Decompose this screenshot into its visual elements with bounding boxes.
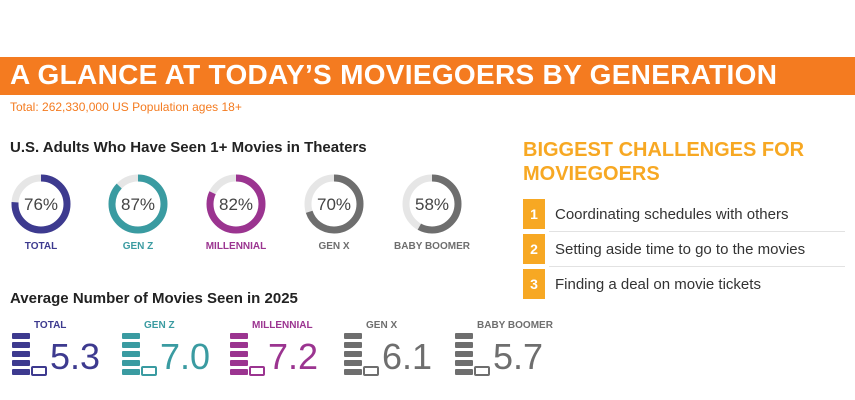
ticket-shape: [363, 366, 379, 376]
challenge-number: 1: [523, 199, 545, 229]
ticket-shape: [344, 360, 362, 366]
average-section-heading: Average Number of Movies Seen in 2025: [10, 290, 298, 307]
ticket-shape: [122, 351, 140, 357]
donut-label-baby-boomer: BABY BOOMER: [394, 241, 470, 252]
ticket-stack-icon: [453, 333, 493, 377]
donut-svg: 58%: [402, 174, 462, 234]
donut-label-gen-z: GEN Z: [122, 241, 154, 252]
ticket-stack-svg: [230, 333, 265, 376]
seen-section-heading: U.S. Adults Who Have Seen 1+ Movies in T…: [10, 139, 367, 156]
ticket-stack-icon: [10, 333, 50, 377]
challenges-title: BIGGEST CHALLENGES FOR MOVIEGOERS: [523, 139, 805, 185]
ticket-shape: [230, 369, 248, 375]
ticket-shape: [455, 369, 473, 375]
ticket-shape: [230, 342, 248, 348]
donut-arc: [304, 174, 364, 234]
ticket-stack-svg: [12, 333, 47, 376]
donut-arc: [206, 174, 266, 234]
avg-value-gen-z: 7.0: [160, 336, 211, 377]
donut-svg: 76%: [11, 174, 71, 234]
ticket-shape: [31, 366, 47, 376]
ticket-shape: [12, 342, 30, 348]
challenge-text: Setting aside time to go to the movies: [555, 240, 806, 258]
page-title: A GLANCE AT TODAY’S MOVIEGOERS BY GENERA…: [10, 59, 778, 90]
avg-label-millennial: MILLENNIAL: [252, 320, 313, 331]
ticket-shape: [122, 369, 140, 375]
ticket-shape: [344, 369, 362, 375]
challenge-item: 2 Setting aside time to go to the movies: [523, 234, 843, 264]
ticket-shape: [344, 342, 362, 348]
challenge-item: 3 Finding a deal on movie tickets: [523, 269, 843, 299]
avg-label-gen-z: GEN Z: [144, 320, 175, 331]
avg-label-baby-boomer: BABY BOOMER: [477, 320, 553, 331]
donut-arc: [402, 174, 462, 234]
ticket-shape: [474, 366, 490, 376]
ticket-stack-icon: [120, 333, 160, 377]
ticket-stack-svg: [455, 333, 490, 376]
ticket-shape: [12, 360, 30, 366]
ticket-shape: [344, 333, 362, 339]
ticket-shape: [230, 351, 248, 357]
challenge-number: 2: [523, 234, 545, 264]
donut-percent: 76%: [24, 195, 58, 214]
donut-baby-boomer: 58%: [401, 173, 463, 235]
donut-label-gen-x: GEN X: [318, 241, 350, 252]
population-subtitle: Total: 262,330,000 US Population ages 18…: [10, 100, 242, 114]
ticket-shape: [122, 342, 140, 348]
ticket-shape: [230, 333, 248, 339]
donut-label-millennial: MILLENNIAL: [205, 241, 267, 252]
donut-svg: 70%: [304, 174, 364, 234]
donut-total: 76%: [10, 173, 72, 235]
ticket-shape: [12, 351, 30, 357]
ticket-shape: [455, 351, 473, 357]
donut-arc: [11, 174, 71, 234]
ticket-shape: [455, 342, 473, 348]
title-banner: A GLANCE AT TODAY’S MOVIEGOERS BY GENERA…: [0, 57, 855, 95]
ticket-stack-icon: [228, 333, 268, 377]
donut-millennial: 82%: [205, 173, 267, 235]
donut-label-total: TOTAL: [24, 241, 58, 252]
donut-percent: 58%: [415, 195, 449, 214]
avg-value-baby-boomer: 5.7: [493, 336, 544, 377]
donut-percent: 82%: [219, 195, 253, 214]
ticket-shape: [12, 369, 30, 375]
donut-gen-x: 70%: [303, 173, 365, 235]
avg-value-millennial: 7.2: [268, 336, 319, 377]
donut-svg: 87%: [108, 174, 168, 234]
challenge-text: Coordinating schedules with others: [555, 205, 789, 223]
ticket-shape: [455, 360, 473, 366]
ticket-shape: [122, 360, 140, 366]
donut-svg: 82%: [206, 174, 266, 234]
challenge-item: 1 Coordinating schedules with others: [523, 199, 843, 229]
ticket-stack-svg: [122, 333, 157, 376]
ticket-shape: [344, 351, 362, 357]
ticket-shape: [455, 333, 473, 339]
avg-value-gen-x: 6.1: [382, 336, 433, 377]
donut-arc: [108, 174, 168, 234]
ticket-shape: [249, 366, 265, 376]
divider: [549, 231, 845, 232]
ticket-shape: [230, 360, 248, 366]
avg-label-total: TOTAL: [34, 320, 67, 331]
avg-label-gen-x: GEN X: [366, 320, 398, 331]
challenge-text: Finding a deal on movie tickets: [555, 275, 761, 293]
divider: [549, 266, 845, 267]
ticket-stack-svg: [344, 333, 379, 376]
donut-percent: 87%: [121, 195, 155, 214]
ticket-stack-icon: [342, 333, 382, 377]
challenge-number: 3: [523, 269, 545, 299]
ticket-shape: [141, 366, 157, 376]
ticket-shape: [122, 333, 140, 339]
donut-gen-z: 87%: [107, 173, 169, 235]
ticket-shape: [12, 333, 30, 339]
avg-value-total: 5.3: [50, 336, 101, 377]
donut-percent: 70%: [317, 195, 351, 214]
